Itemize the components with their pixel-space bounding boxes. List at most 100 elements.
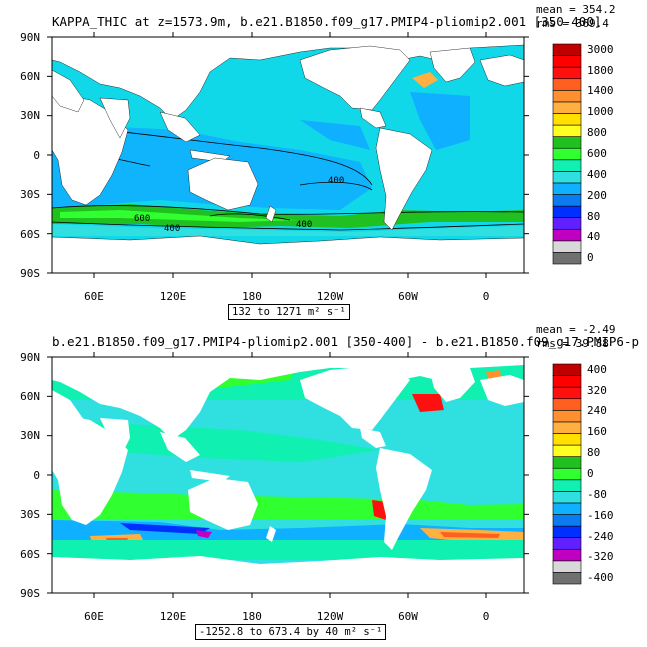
bottom-colorbar-swatch	[552, 363, 582, 376]
top-colorbar-swatch	[552, 240, 582, 253]
bottom-colorbar-swatch	[552, 479, 582, 492]
top-colorbar-label: 600	[587, 147, 607, 160]
top-colorbar-swatch	[552, 182, 582, 195]
bottom-colorbar-swatch	[552, 433, 582, 446]
top-colorbar-label: 40	[587, 230, 601, 244]
bottom-colorbar-label: 320	[587, 383, 607, 397]
top-colorbar-label: 3000	[587, 42, 614, 56]
bottom-hot-labrador	[412, 394, 444, 412]
bottom-colorbar-swatch	[552, 398, 582, 411]
bottom-lon-60e: 60E	[84, 610, 104, 623]
top-lon-0: 0	[482, 290, 490, 303]
bottom-range-box: -1252.8 to 673.4 by 40 m² s⁻¹	[195, 624, 387, 640]
bottom-deep-blue	[120, 523, 210, 534]
bottom-colorbar-swatch	[552, 537, 582, 550]
top-colorbar-label: 0	[587, 251, 594, 265]
bottom-colorbar-label: -320	[587, 550, 614, 564]
bottom-colorbar-label: -160	[587, 508, 614, 522]
bottom-stat-rms: rms = 39.88	[536, 337, 609, 350]
bottom-warm-4	[440, 532, 500, 538]
top-colorbar-swatch	[552, 194, 582, 207]
top-range-box: 132 to 1271 m² s⁻¹	[228, 304, 350, 320]
bottom-colorbar-swatch	[552, 386, 582, 400]
top-title: KAPPA_THIC at z=1573.9m, b.e21.B1850.f09…	[52, 14, 602, 29]
top-colorbar-swatch	[552, 55, 582, 68]
bottom-colorbar-swatch	[552, 560, 582, 573]
top-colorbar-label: 80	[587, 209, 601, 223]
bottom-stat-mean: mean = -2.49	[536, 323, 616, 336]
bottom-colorbar-swatch	[552, 456, 582, 469]
bottom-lon-120w: 120W	[316, 610, 344, 623]
top-colorbar-swatch	[552, 159, 582, 172]
top-colorbar-swatch	[552, 147, 582, 161]
top-patch-blue	[300, 120, 370, 150]
bottom-lat-30n: 30N	[20, 429, 40, 442]
bottom-colorbar-swatch	[552, 525, 582, 538]
bottom-colorbar-label: 80	[587, 446, 601, 460]
top-map	[52, 37, 524, 273]
top-stat-mean: mean = 354.2	[536, 3, 616, 16]
bottom-colorbar-swatch	[552, 375, 582, 388]
bottom-colorbar-label: 160	[587, 425, 607, 439]
top-colorbar-swatch	[552, 101, 582, 114]
bottom-colorbar-label: 0	[587, 467, 594, 480]
top-lat-90n: 90N	[20, 31, 40, 44]
bottom-colorbar-swatch	[552, 514, 582, 527]
bottom-colorbar-swatch	[552, 572, 582, 585]
top-colorbar-label: 200	[587, 188, 607, 202]
top-contour-label: 600	[134, 214, 151, 224]
top-hotspot-1	[412, 72, 438, 88]
top-stat-rms: rms = 369.4	[536, 17, 609, 30]
top-lat-0: 0	[33, 149, 40, 162]
top-atlantic-blue	[410, 92, 470, 150]
bottom-lat-0: 0	[33, 469, 40, 482]
bottom-lon-0: 0	[482, 610, 490, 623]
top-colorbar-swatch	[552, 217, 582, 230]
bottom-colorbar-swatch	[552, 548, 582, 562]
bottom-map	[52, 357, 524, 593]
top-lat-90s: 90S	[20, 267, 40, 280]
top-colorbar-swatch	[552, 171, 582, 184]
bottom-purple	[196, 530, 212, 538]
bottom-lon-120e: 120E	[159, 610, 187, 623]
top-lon-60e: 60E	[84, 290, 104, 303]
top-colorbar-swatch	[552, 124, 582, 137]
bottom-lon-180: 180	[242, 610, 262, 623]
top-colorbar-label: 1800	[587, 63, 614, 77]
bottom-lon-60w: 60W	[398, 610, 418, 623]
bottom-south-band	[52, 540, 524, 560]
top-so-cyan	[52, 224, 524, 236]
bottom-title: b.e21.B1850.f09_g17.PMIP4-pliomip2.001 […	[52, 334, 639, 349]
top-colorbar-swatch	[552, 136, 582, 149]
bottom-lat-30s: 30S	[20, 508, 40, 521]
top-colorbar-swatch	[552, 66, 582, 80]
bottom-colorbar-swatch	[552, 444, 582, 457]
top-colorbar	[552, 43, 582, 265]
top-colorbar-swatch	[552, 205, 582, 218]
top-colorbar-swatch	[552, 113, 582, 126]
top-lon-120e: 120E	[159, 290, 187, 303]
top-colorbar-swatch	[552, 43, 582, 56]
top-colorbar-swatch	[552, 228, 582, 242]
bottom-midlat-green	[52, 420, 380, 462]
top-contour-label: 400	[164, 224, 181, 234]
top-contour-label: 400	[328, 176, 345, 186]
top-contour-label: 400	[296, 220, 313, 230]
bottom-colorbar-swatch	[552, 491, 582, 504]
bottom-colorbar-label: -80	[587, 487, 607, 501]
bottom-lat-60s: 60S	[20, 548, 40, 561]
bottom-lat-60n: 60N	[20, 390, 40, 403]
bottom-colorbar-label: -400	[587, 571, 614, 585]
bottom-hot-sa	[372, 500, 386, 520]
bottom-colorbar-swatch	[552, 410, 582, 423]
bottom-colorbar-label: -240	[587, 529, 614, 543]
bottom-colorbar-label: 400	[587, 362, 607, 376]
top-colorbar-label: 1400	[587, 84, 614, 98]
top-colorbar-swatch	[552, 90, 582, 103]
bottom-lat-90n: 90N	[20, 351, 40, 364]
bottom-colorbar-swatch	[552, 502, 582, 515]
top-lat-30s: 30S	[20, 188, 40, 201]
bottom-colorbar-label: 240	[587, 404, 607, 418]
top-so-lightgreen	[60, 210, 300, 222]
bottom-lat-90s: 90S	[20, 587, 40, 600]
